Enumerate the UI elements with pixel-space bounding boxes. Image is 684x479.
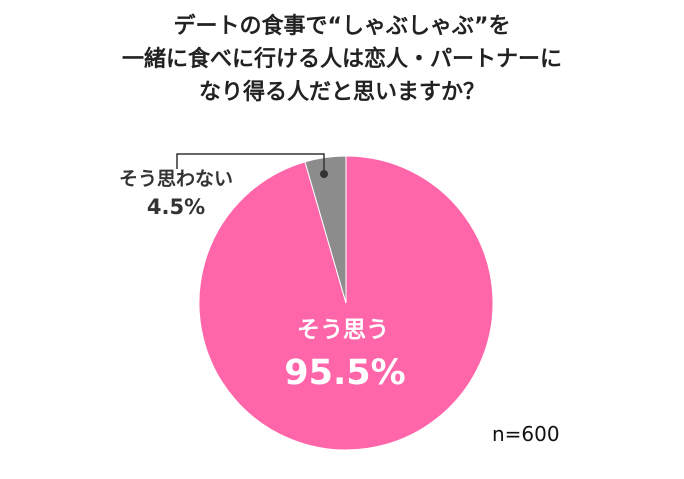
leader-line	[176, 153, 325, 171]
slice-label-no: そう思わない	[119, 168, 233, 190]
title-line-3: なり得る人だと思いますか？	[198, 80, 485, 105]
pie-slice-no	[304, 155, 347, 304]
leader-dot	[320, 170, 328, 178]
slice-value-yes: 95.5%	[284, 353, 405, 393]
slice-value-no: 4.5%	[147, 195, 205, 219]
sample-size-note: n=600	[492, 422, 560, 446]
chart-title: デートの食事で“しゃぶしゃぶ”を 一緒に食べに行ける人は恋人・パートナーに なり…	[0, 10, 684, 109]
slice-label-yes: そう思う	[297, 317, 389, 343]
title-line-1: デートの食事で“しゃぶしゃぶ”を	[173, 14, 511, 39]
title-line-2: 一緒に食べに行ける人は恋人・パートナーに	[121, 47, 562, 72]
